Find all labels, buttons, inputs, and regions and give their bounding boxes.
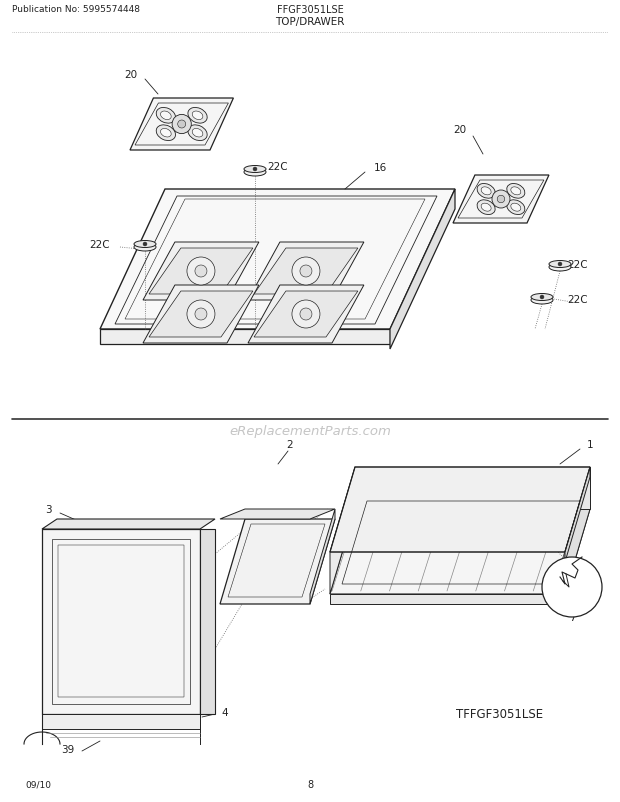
Circle shape — [292, 257, 320, 286]
Circle shape — [178, 121, 186, 129]
Text: 7: 7 — [569, 612, 575, 622]
Text: 16: 16 — [373, 163, 387, 172]
Ellipse shape — [192, 112, 203, 120]
Polygon shape — [220, 520, 335, 604]
Polygon shape — [330, 594, 565, 604]
Text: 39: 39 — [61, 744, 74, 754]
Circle shape — [187, 301, 215, 329]
Ellipse shape — [188, 108, 207, 124]
Text: 2: 2 — [286, 439, 293, 449]
Polygon shape — [390, 190, 455, 350]
Polygon shape — [100, 190, 455, 330]
Circle shape — [187, 257, 215, 286]
Ellipse shape — [188, 126, 207, 141]
Polygon shape — [330, 468, 355, 594]
Circle shape — [253, 168, 257, 172]
Text: TOP/DRAWER: TOP/DRAWER — [275, 17, 345, 27]
Ellipse shape — [531, 297, 553, 305]
Polygon shape — [100, 330, 390, 345]
Circle shape — [195, 309, 207, 321]
Polygon shape — [143, 243, 259, 301]
Polygon shape — [149, 249, 253, 294]
Text: 20: 20 — [453, 125, 467, 135]
Circle shape — [292, 301, 320, 329]
Text: 20: 20 — [125, 70, 138, 80]
Circle shape — [172, 115, 192, 135]
Text: Publication No: 5995574448: Publication No: 5995574448 — [12, 6, 140, 14]
Text: TFFGF3051LSE: TFFGF3051LSE — [456, 707, 544, 721]
Circle shape — [300, 309, 312, 321]
Polygon shape — [248, 243, 364, 301]
Polygon shape — [310, 509, 335, 604]
Text: 1: 1 — [587, 439, 593, 449]
Ellipse shape — [156, 108, 175, 124]
Text: 8: 8 — [307, 779, 313, 789]
Polygon shape — [42, 714, 200, 729]
Ellipse shape — [549, 264, 571, 272]
Polygon shape — [330, 468, 590, 553]
Polygon shape — [248, 286, 364, 343]
Circle shape — [497, 196, 505, 204]
Text: FFGF3051LSE: FFGF3051LSE — [277, 5, 343, 15]
Ellipse shape — [481, 204, 491, 212]
Circle shape — [542, 557, 602, 618]
Ellipse shape — [549, 261, 571, 268]
Text: 4: 4 — [222, 707, 228, 717]
Ellipse shape — [477, 184, 495, 199]
Circle shape — [558, 263, 562, 267]
Polygon shape — [200, 529, 215, 714]
Text: 22C: 22C — [568, 260, 588, 269]
Polygon shape — [355, 468, 590, 509]
Polygon shape — [143, 286, 259, 343]
Ellipse shape — [156, 126, 175, 141]
Circle shape — [540, 296, 544, 300]
Ellipse shape — [244, 166, 266, 173]
Ellipse shape — [481, 188, 491, 196]
Ellipse shape — [507, 184, 525, 199]
Ellipse shape — [511, 188, 521, 196]
Polygon shape — [565, 468, 590, 594]
Polygon shape — [254, 249, 358, 294]
Ellipse shape — [134, 241, 156, 248]
Ellipse shape — [244, 168, 266, 176]
Ellipse shape — [134, 244, 156, 252]
Polygon shape — [330, 509, 590, 594]
Circle shape — [300, 265, 312, 277]
Polygon shape — [130, 99, 233, 151]
Ellipse shape — [531, 294, 553, 301]
Circle shape — [143, 243, 147, 247]
Polygon shape — [565, 468, 590, 562]
Text: 09/10: 09/10 — [25, 780, 51, 788]
Polygon shape — [220, 509, 335, 520]
Ellipse shape — [507, 200, 525, 215]
Text: 22C: 22C — [568, 294, 588, 305]
Ellipse shape — [192, 129, 203, 138]
Polygon shape — [453, 176, 549, 224]
Ellipse shape — [477, 200, 495, 215]
Polygon shape — [149, 292, 253, 338]
Polygon shape — [42, 520, 215, 529]
Polygon shape — [42, 529, 200, 714]
Circle shape — [195, 265, 207, 277]
Ellipse shape — [511, 204, 521, 212]
Polygon shape — [254, 292, 358, 338]
Text: 22C: 22C — [268, 162, 288, 172]
Ellipse shape — [161, 112, 171, 120]
Text: 3: 3 — [45, 504, 51, 514]
Circle shape — [492, 191, 510, 209]
Text: eReplacementParts.com: eReplacementParts.com — [229, 424, 391, 437]
Ellipse shape — [161, 129, 171, 138]
Text: 22C: 22C — [90, 240, 110, 249]
